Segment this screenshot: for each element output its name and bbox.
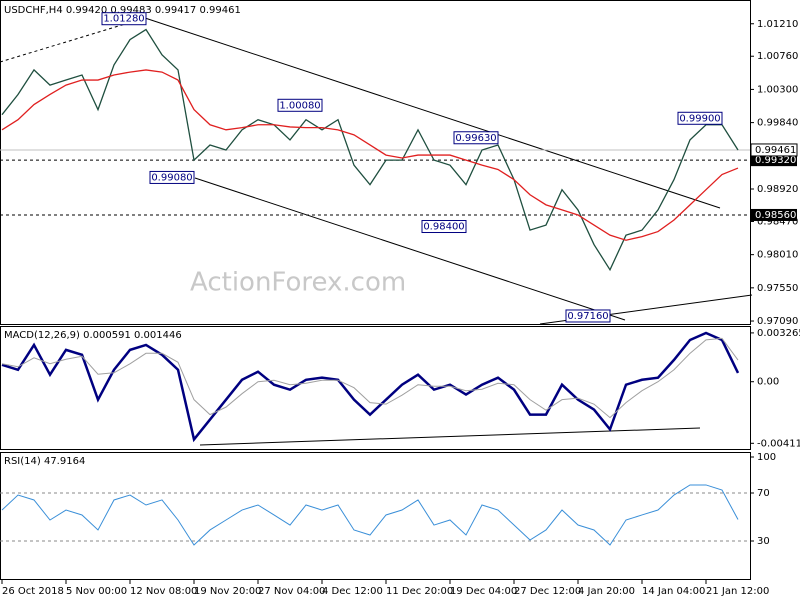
y-tick-label: 0.97550 — [757, 283, 798, 294]
series-line — [1, 337, 739, 419]
y-tick-label: 0.00 — [757, 377, 779, 388]
y-tick-label: 100 — [757, 452, 776, 463]
level-label: 0.98560 — [755, 210, 796, 221]
annotation-label: 1.01280 — [103, 14, 144, 25]
y-tick-label: 30 — [757, 536, 770, 547]
rsi-title: RSI(14) 47.9164 — [4, 456, 85, 467]
annotation-box — [149, 170, 195, 184]
annotation-box — [101, 12, 147, 26]
x-tick-label: 27 Dec 12:00 — [514, 586, 581, 597]
x-tick-label: 4 Jan 20:00 — [578, 586, 635, 597]
y-tick-label: 0.98010 — [757, 250, 798, 261]
last-price-box — [750, 143, 798, 157]
watermark: ActionForex.com — [190, 268, 406, 298]
y-tick-label: 1.00300 — [757, 84, 798, 95]
macd-title: MACD(12,26,9) 0.000591 0.001446 — [4, 330, 182, 341]
annotation-box — [565, 309, 611, 323]
y-tick-label: 0.98470 — [757, 216, 798, 227]
chart-title: USDCHF,H4 0.99420 0.99483 0.99417 0.9946… — [4, 5, 241, 16]
rsi-panel — [0, 452, 751, 580]
x-tick-label: 5 Nov 00:00 — [66, 586, 127, 597]
annotation-label: 1.00080 — [279, 100, 320, 111]
trendlines — [0, 17, 753, 446]
level-label-box — [751, 154, 797, 167]
annotation-box — [421, 220, 467, 234]
x-tick-label: 4 Dec 12:00 — [322, 586, 383, 597]
annotation-label: 0.97160 — [567, 311, 608, 322]
level-label: 0.99320 — [755, 155, 796, 166]
y-tick-label: -0.004119 — [757, 438, 800, 449]
series-line — [1, 484, 739, 546]
x-tick-label: 19 Nov 20:00 — [194, 586, 261, 597]
series-line — [1, 69, 739, 241]
x-tick-label: 11 Dec 20:00 — [386, 586, 453, 597]
trendline — [194, 177, 626, 321]
x-tick-label: 14 Jan 04:00 — [642, 586, 705, 597]
x-tick-label: 19 Dec 04:00 — [450, 586, 517, 597]
y-tick-label: 0.98920 — [757, 184, 798, 195]
annotation-label: 0.99630 — [455, 133, 496, 144]
level-label-box — [751, 208, 797, 221]
trendline — [199, 427, 701, 446]
y-tick-label: 70 — [757, 488, 770, 499]
last-price-label: 0.99461 — [755, 145, 796, 156]
annotation-label: 0.98400 — [423, 222, 464, 233]
x-tick-label: 27 Nov 04:00 — [258, 586, 325, 597]
annotation-label: 0.99080 — [151, 172, 192, 183]
series-line — [1, 331, 740, 443]
annotation-label: 0.99900 — [679, 113, 720, 124]
x-tick-label: 21 Jan 12:00 — [706, 586, 769, 597]
annotation-box — [677, 111, 723, 125]
y-tick-label: 0.97090 — [757, 316, 798, 327]
y-tick-label: 1.01210 — [757, 19, 798, 30]
y-tick-label: 0.99840 — [757, 118, 798, 129]
x-tick-label: 12 Nov 08:00 — [130, 586, 197, 597]
annotation-box — [453, 131, 499, 145]
annotation-box — [277, 98, 323, 112]
y-tick-label: 1.00760 — [757, 51, 798, 62]
trendline — [144, 17, 721, 209]
trendline — [0, 17, 146, 63]
y-tick-label: 0.003265 — [757, 328, 800, 339]
x-tick-label: 26 Oct 2018 — [2, 586, 64, 597]
price-panel — [0, 0, 751, 325]
macd-panel — [0, 326, 751, 450]
series-line — [1, 28, 739, 272]
